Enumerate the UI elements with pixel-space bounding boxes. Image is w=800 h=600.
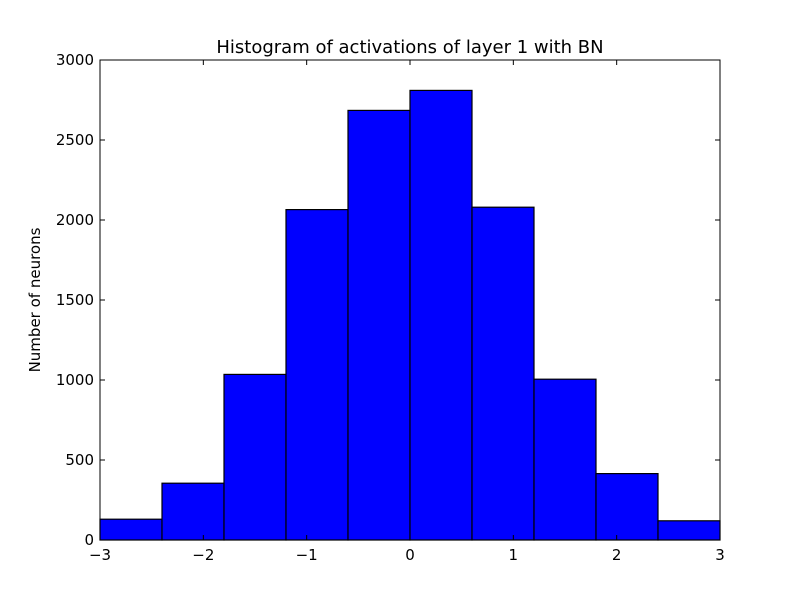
histogram-bar <box>223 373 287 541</box>
histogram-bar <box>409 89 473 541</box>
y-tick-label: 1000 <box>56 371 94 389</box>
x-tick-label: 0 <box>405 546 415 564</box>
histogram-bar <box>533 378 597 541</box>
y-tick-label: 3000 <box>56 51 94 69</box>
y-tick-label: 2000 <box>56 211 94 229</box>
y-axis-label: Number of neurons <box>26 227 44 372</box>
chart-title: Histogram of activations of layer 1 with… <box>216 37 603 58</box>
ticks-group: −3 −2 −1 0 1 2 3 0 500 1000 1500 2000 2500 3000 <box>56 51 725 564</box>
y-tick-label: 500 <box>65 451 94 469</box>
x-tick-label: 2 <box>612 546 622 564</box>
histogram-bar <box>657 520 721 541</box>
histogram-bar <box>99 518 163 541</box>
histogram-bar <box>471 206 535 541</box>
bars-group <box>99 89 721 541</box>
histogram-bar <box>595 473 659 541</box>
x-tick-label: −2 <box>192 546 214 564</box>
plot-area-frame <box>99 59 721 541</box>
x-tick-label: −3 <box>89 546 111 564</box>
x-tick-label: 3 <box>715 546 725 564</box>
x-tick-label: 1 <box>509 546 519 564</box>
histogram-bar <box>285 209 349 541</box>
y-tick-label: 0 <box>84 531 94 549</box>
histogram-bar <box>161 482 225 541</box>
x-tick-label: −1 <box>296 546 318 564</box>
histogram-bar <box>347 109 411 541</box>
y-tick-label: 2500 <box>56 131 94 149</box>
y-tick-label: 1500 <box>56 291 94 309</box>
